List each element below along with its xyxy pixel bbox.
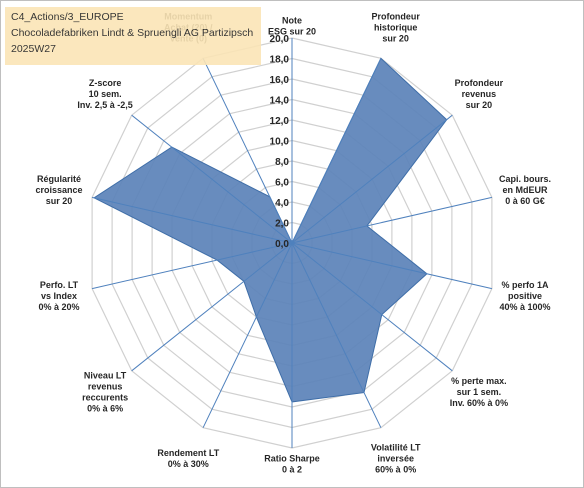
series-area: [93, 57, 448, 403]
axis-label: Perfo. LT vs Index 0% à 20%: [38, 280, 79, 312]
axis-label: Régularité croissance sur 20: [35, 174, 82, 206]
axis-spoke: [291, 114, 453, 244]
axis-label: Note ESG sur 20: [268, 16, 316, 37]
radar-tick-labels: 0,0 2,0 4,0 6,0 8,0 10,0 12,0 14,0 16,0 18,0 20,0: [270, 34, 290, 250]
axis-spoke: [291, 242, 382, 428]
axis-spoke: [291, 242, 493, 290]
axis-label: % perte max. sur 1 sem. Inv. 60% à 0%: [450, 376, 508, 408]
chart-title-line-2: Chocoladefabriken Lindt & Spruengli AG P…: [11, 27, 254, 39]
radar-series: [93, 57, 448, 403]
axis-label: Profondeur historique sur 20: [371, 12, 420, 44]
axis-spoke: [291, 242, 453, 372]
axis-label: Volatilité LT inversée 60% à 0%: [371, 442, 421, 474]
chart-title-line-1: C4_Actions/3_EUROPE: [11, 11, 124, 23]
axis-label: Profondeur revenus sur 20: [455, 78, 504, 110]
tick-label: 6,0: [275, 178, 289, 189]
tick-label: 4,0: [275, 198, 289, 209]
tick-label: 20,0: [270, 34, 290, 45]
axis-spoke: [131, 242, 293, 372]
axis-spoke: [202, 242, 293, 428]
radar-spokes: [91, 38, 493, 448]
axis-spoke: [291, 196, 493, 244]
chart-title-line-3: 2025W27: [11, 43, 56, 55]
chart-title-box: C4_Actions/3_EUROPE Chocoladefabriken Li…: [5, 7, 261, 65]
tick-label: 14,0: [270, 96, 290, 107]
tick-label: 2,0: [275, 219, 289, 230]
axis-label: Niveau LT revenus reccurents 0% à 6%: [82, 371, 128, 414]
axis-label: Ratio Sharpe 0 à 2: [264, 454, 320, 475]
axis-spoke: [202, 58, 293, 244]
axis-label: % perfo 1A positive 40% à 100%: [499, 280, 550, 312]
tick-label: 8,0: [275, 157, 289, 168]
tick-label: 16,0: [270, 75, 290, 86]
axis-label: Capi. bours. en MdEUR 0 à 60 G€: [499, 174, 551, 206]
axis-spoke: [291, 58, 382, 244]
axis-spoke: [131, 114, 293, 244]
axis-spoke: [91, 242, 293, 290]
tick-label: 12,0: [270, 116, 290, 127]
tick-label: 10,0: [270, 137, 290, 148]
axis-label: Rendement LT 0% à 30%: [157, 448, 219, 469]
tick-label: 18,0: [270, 55, 290, 66]
tick-label: 0,0: [275, 239, 289, 250]
axis-spoke: [91, 196, 293, 244]
axis-label: Z-score 10 sem. Inv. 2,5 à -2,5: [77, 78, 132, 110]
